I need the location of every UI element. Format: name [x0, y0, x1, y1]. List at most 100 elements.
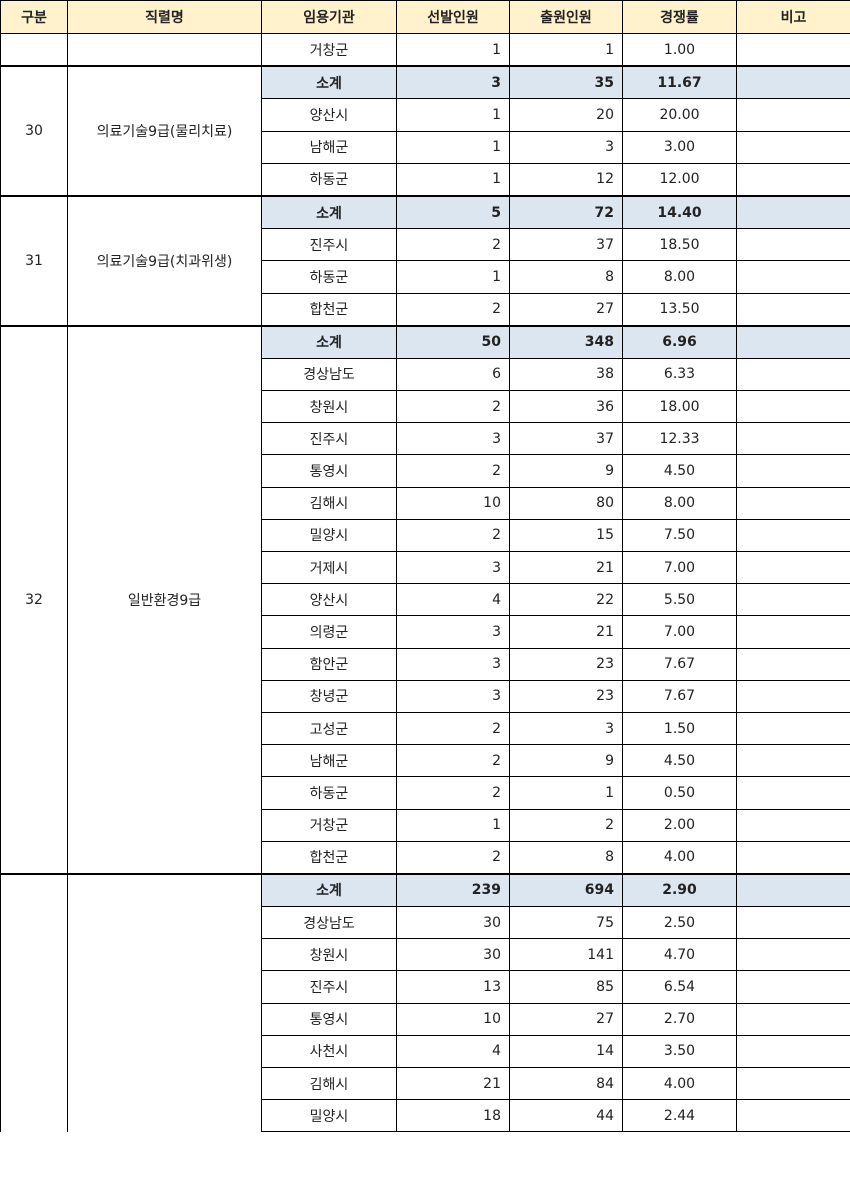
table-row: 경상남도 30 75 2.50 — [1, 906, 850, 940]
ratio-cell: 6.54 — [622, 970, 737, 1004]
ratio-cell: 13.50 — [622, 292, 737, 327]
ratio-cell: 0.50 — [622, 776, 737, 810]
note-cell — [736, 744, 850, 778]
ratio-cell: 7.50 — [622, 518, 737, 553]
agency-cell: 진주시 — [261, 228, 397, 262]
agency-cell: 양산시 — [261, 583, 397, 617]
recruitment-table: 구분 직렬명 임용기관 선발인원 출원인원 경쟁률 비고 거창군 1 1 1.00 30… — [0, 0, 850, 1133]
selected-cell: 3 — [396, 679, 510, 713]
ratio-cell: 18.50 — [622, 228, 737, 262]
ratio-cell: 4.50 — [622, 454, 737, 488]
table-row: 하동군 2 1 0.50 — [1, 776, 850, 810]
agency-cell: 의령군 — [261, 615, 397, 649]
agency-cell: 함안군 — [261, 647, 397, 681]
ratio-cell: 2.00 — [622, 808, 737, 842]
applied-cell: 23 — [509, 679, 623, 713]
selected-cell: 3 — [396, 647, 510, 681]
note-cell — [736, 194, 850, 230]
table-row: 창원시 30 141 4.70 — [1, 938, 850, 972]
applied-cell: 36 — [509, 390, 623, 424]
note-cell — [736, 1066, 850, 1101]
note-cell — [736, 1034, 850, 1069]
applied-cell: 37 — [509, 422, 623, 456]
category-cell — [0, 33, 68, 67]
selected-cell: 2 — [396, 776, 510, 810]
note-cell — [736, 840, 850, 875]
ratio-cell: 2.70 — [622, 1002, 737, 1036]
ratio-cell: 11.67 — [622, 65, 737, 100]
note-cell — [736, 260, 850, 294]
ratio-cell: 12.00 — [622, 162, 737, 197]
agency-cell: 통영시 — [261, 1002, 397, 1036]
selected-cell: 2 — [396, 744, 510, 778]
agency-cell: 경상남도 — [261, 906, 397, 940]
agency-cell: 거제시 — [261, 550, 397, 585]
selected-cell: 4 — [396, 583, 510, 617]
applied-cell: 14 — [509, 1034, 623, 1069]
table-row: 밀양시 18 44 2.44 — [1, 1099, 850, 1133]
ratio-cell: 2.50 — [622, 906, 737, 940]
applied-cell: 20 — [509, 98, 623, 132]
ratio-cell: 6.96 — [622, 324, 737, 359]
agency-cell: 하동군 — [261, 162, 397, 197]
applied-cell: 1 — [509, 33, 623, 67]
applied-cell: 80 — [509, 486, 623, 520]
table-row: 하동군 1 8 8.00 — [1, 260, 850, 294]
agency-cell: 사천시 — [261, 1034, 397, 1069]
applied-cell: 23 — [509, 647, 623, 681]
note-cell — [736, 292, 850, 327]
ratio-cell: 7.00 — [622, 550, 737, 585]
header-ratio: 경쟁률 — [622, 0, 737, 34]
note-cell — [736, 583, 850, 617]
ratio-cell: 1.50 — [622, 711, 737, 746]
table-row: 남해군 1 3 3.00 — [1, 130, 850, 164]
ratio-cell: 4.50 — [622, 744, 737, 778]
agency-cell: 진주시 — [261, 422, 397, 456]
selected-cell: 1 — [396, 130, 510, 164]
ratio-cell: 20.00 — [622, 98, 737, 132]
agency-cell: 밀양시 — [261, 1099, 397, 1133]
agency-cell: 하동군 — [261, 776, 397, 810]
selected-cell: 10 — [396, 486, 510, 520]
ratio-cell: 8.00 — [622, 260, 737, 294]
applied-cell: 27 — [509, 1002, 623, 1036]
header-selected: 선발인원 — [396, 0, 510, 34]
header-category: 구분 — [0, 0, 68, 34]
applied-cell: 38 — [509, 357, 623, 392]
ratio-cell: 2.90 — [622, 872, 737, 908]
category-cell: 31 — [0, 194, 68, 327]
job-title-cell — [67, 872, 262, 1132]
applied-cell: 9 — [509, 454, 623, 488]
selected-cell: 21 — [396, 1066, 510, 1101]
note-cell — [736, 711, 850, 746]
note-cell — [736, 454, 850, 488]
header-agency: 임용기관 — [261, 0, 397, 34]
table-row: 창녕군 3 23 7.67 — [1, 679, 850, 713]
note-cell — [736, 422, 850, 456]
applied-cell: 22 — [509, 583, 623, 617]
header-note: 비고 — [736, 0, 850, 34]
selected-cell: 10 — [396, 1002, 510, 1036]
selected-cell: 13 — [396, 970, 510, 1004]
agency-cell: 창녕군 — [261, 679, 397, 713]
note-cell — [736, 1002, 850, 1036]
agency-cell: 경상남도 — [261, 357, 397, 392]
applied-cell: 35 — [509, 65, 623, 100]
note-cell — [736, 162, 850, 197]
note-cell — [736, 130, 850, 164]
note-cell — [736, 357, 850, 392]
table-row: 통영시 2 9 4.50 — [1, 454, 850, 488]
note-cell — [736, 33, 850, 67]
table-row: 밀양시 2 15 7.50 — [1, 518, 850, 553]
selected-cell: 2 — [396, 840, 510, 875]
subtotal-row: 32 일반환경9급 소계 50 348 6.96 — [0, 324, 850, 875]
applied-cell: 8 — [509, 260, 623, 294]
ratio-cell: 2.44 — [622, 1099, 737, 1133]
header-applied: 출원인원 — [509, 0, 623, 34]
applied-cell: 694 — [509, 872, 623, 908]
applied-cell: 37 — [509, 228, 623, 262]
agency-cell: 거창군 — [261, 808, 397, 842]
applied-cell: 72 — [509, 194, 623, 230]
subtotal-row: 30 의료기술9급(물리치료) 소계 3 35 11.67 — [0, 65, 850, 197]
note-cell — [736, 1099, 850, 1133]
